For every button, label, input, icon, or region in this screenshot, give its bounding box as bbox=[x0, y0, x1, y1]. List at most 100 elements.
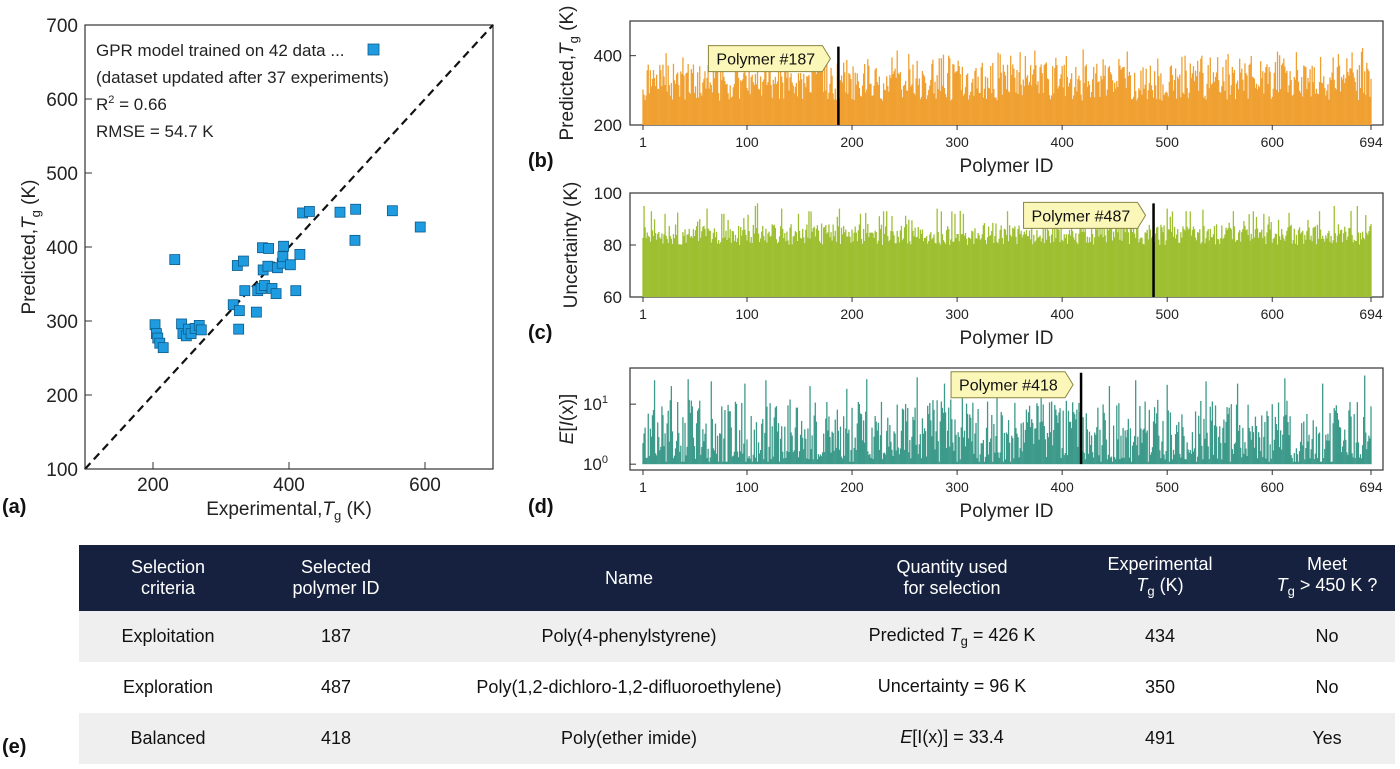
cell-quantity: Uncertainty = 96 K bbox=[843, 662, 1061, 713]
x-tick-label: 200 bbox=[840, 134, 864, 150]
y-tick-label: 600 bbox=[46, 90, 78, 111]
scatter-point bbox=[334, 206, 346, 218]
panel-label-b: (b) bbox=[528, 150, 554, 172]
x-tick-label: 600 bbox=[1261, 306, 1285, 322]
scatter-point bbox=[294, 248, 306, 260]
rmse-text: RMSE = 54.7 K bbox=[96, 122, 214, 141]
header-selected-id: Selected polymer ID bbox=[257, 545, 415, 611]
y-tick-label: 400 bbox=[46, 238, 78, 259]
callout-label-b: Polymer #187 bbox=[716, 52, 815, 69]
cell-name: Poly(ether imide) bbox=[415, 713, 843, 764]
y-tick-label: 200 bbox=[594, 116, 622, 135]
table-row: Balanced 418 Poly(ether imide) E[I(x)] =… bbox=[79, 713, 1395, 764]
y-tick-label: 100 bbox=[594, 184, 622, 203]
x-axis-label-c: Polymer ID bbox=[960, 328, 1054, 349]
scatter-point bbox=[414, 221, 426, 233]
x-tick-label: 1 bbox=[639, 134, 647, 150]
scatter-point bbox=[157, 342, 169, 354]
cell-tg: 350 bbox=[1061, 662, 1259, 713]
y-axis-label-c: Uncertainty (K) bbox=[561, 182, 582, 309]
legend-marker bbox=[367, 43, 380, 56]
table-row: Exploitation 187 Poly(4-phenylstyrene) P… bbox=[79, 611, 1395, 662]
x-axis-label-d: Polymer ID bbox=[960, 501, 1054, 522]
cell-id: 187 bbox=[257, 611, 415, 662]
cell-meet: No bbox=[1259, 611, 1395, 662]
header-experimental-tg: Experimental Tg (K) bbox=[1061, 545, 1259, 611]
scatter-point bbox=[239, 285, 251, 297]
legend-line-1: GPR model trained on 42 data ... bbox=[96, 41, 345, 60]
x-tick-label: 400 bbox=[1050, 134, 1074, 150]
identity-line bbox=[84, 24, 494, 470]
y-axis-label: Predicted,Tg (K) bbox=[19, 180, 43, 315]
panel-label-c: (c) bbox=[528, 322, 553, 344]
x-tick-label: 400 bbox=[273, 475, 305, 496]
y-tick-label: 300 bbox=[46, 312, 78, 333]
panel-label-a: (a) bbox=[2, 496, 27, 518]
x-tick-label: 400 bbox=[1050, 306, 1074, 322]
scatter-point bbox=[263, 243, 275, 254]
scatter-point bbox=[195, 324, 207, 336]
cell-tg: 491 bbox=[1061, 713, 1259, 764]
y-tick-label: 80 bbox=[603, 236, 622, 255]
scatter-point bbox=[278, 240, 289, 252]
callout-b bbox=[707, 45, 831, 73]
cell-name: Poly(4-phenylstyrene) bbox=[415, 611, 843, 662]
scatter-point bbox=[262, 260, 274, 272]
y-axis-label-b: Predicted,Tg (K) bbox=[557, 6, 581, 141]
y-tick-label: 700 bbox=[46, 16, 78, 37]
x-tick-label: 694 bbox=[1359, 306, 1383, 322]
scatter-point bbox=[303, 206, 315, 217]
y-tick-label: 400 bbox=[594, 47, 622, 66]
panel-label-e: (e) bbox=[2, 736, 27, 758]
callout-d bbox=[950, 371, 1074, 399]
scatter-point bbox=[270, 288, 282, 300]
bar-frame-d bbox=[629, 367, 1384, 471]
y-tick-label: 500 bbox=[46, 164, 78, 185]
header-quantity: Quantity used for selection bbox=[843, 545, 1061, 611]
legend-line-2: (dataset updated after 37 experiments) bbox=[96, 68, 389, 87]
cell-meet: No bbox=[1259, 662, 1395, 713]
y-tick-label: 101 bbox=[583, 394, 608, 414]
bars-c bbox=[642, 203, 1372, 297]
table-row: Exploration 487 Poly(1,2-dichloro-1,2-di… bbox=[79, 662, 1395, 713]
callout-label-d: Polymer #418 bbox=[959, 378, 1058, 395]
scatter-point bbox=[290, 285, 302, 297]
cell-tg: 434 bbox=[1061, 611, 1259, 662]
header-name: Name bbox=[415, 545, 843, 611]
scatter-point bbox=[233, 323, 245, 335]
scatter-point bbox=[386, 205, 398, 217]
y-axis-label-d: E[I(x)] bbox=[557, 394, 578, 445]
x-tick-label: 100 bbox=[735, 134, 759, 150]
x-tick-label: 200 bbox=[840, 306, 864, 322]
y-tick-label: 60 bbox=[603, 288, 622, 307]
x-tick-label: 694 bbox=[1359, 479, 1383, 495]
scatter-point bbox=[284, 259, 296, 271]
x-tick-label: 400 bbox=[1050, 479, 1074, 495]
x-tick-label: 500 bbox=[1156, 479, 1180, 495]
x-axis-label-b: Polymer ID bbox=[960, 156, 1054, 177]
x-tick-label: 300 bbox=[945, 479, 969, 495]
r2-text: R2 = 0.66 bbox=[96, 94, 167, 114]
table-header-row: Selection criteria Selected polymer ID Nam… bbox=[79, 545, 1395, 611]
cell-criteria: Exploitation bbox=[79, 611, 257, 662]
x-tick-label: 500 bbox=[1156, 134, 1180, 150]
scatter-point bbox=[233, 305, 245, 317]
x-tick-label: 600 bbox=[409, 475, 441, 496]
x-tick-label: 100 bbox=[735, 306, 759, 322]
cell-id: 418 bbox=[257, 713, 415, 764]
scatter-point bbox=[227, 299, 239, 311]
x-tick-label: 200 bbox=[840, 479, 864, 495]
bars-d bbox=[642, 375, 1372, 465]
cell-quantity: Predicted Tg = 426 K bbox=[843, 611, 1061, 662]
scatter-point bbox=[169, 254, 181, 265]
figure-charts: 200 400 600 100 200 300 400 500 600 700 GPR model … bbox=[19, 6, 1384, 523]
cell-name: Poly(1,2-dichloro-1,2-difluoroethylene) bbox=[415, 662, 843, 713]
y-tick-label: 200 bbox=[46, 386, 78, 407]
x-tick-label: 200 bbox=[137, 475, 169, 496]
x-tick-label: 300 bbox=[945, 306, 969, 322]
selection-table: Selection criteria Selected polymer ID Nam… bbox=[79, 545, 1395, 764]
callout-c bbox=[1023, 201, 1147, 229]
header-selection-criteria: Selection criteria bbox=[79, 545, 257, 611]
cell-quantity: E[I(x)] = 33.4 bbox=[843, 713, 1061, 764]
scatter-point bbox=[238, 255, 249, 267]
